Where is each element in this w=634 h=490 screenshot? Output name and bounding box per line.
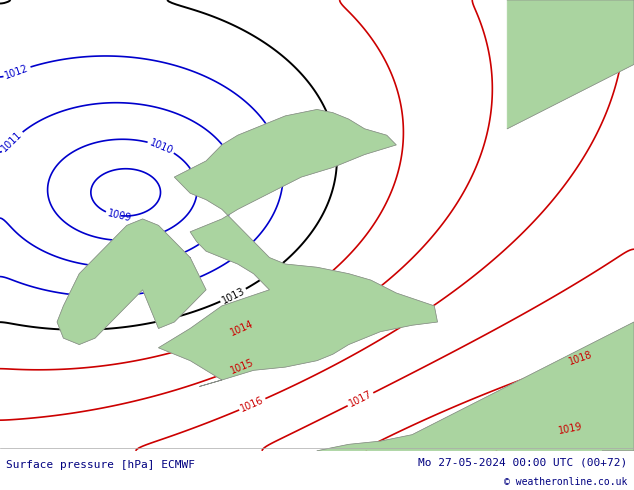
Text: Mo 27-05-2024 00:00 UTC (00+72): Mo 27-05-2024 00:00 UTC (00+72) <box>418 458 628 468</box>
Text: 1012: 1012 <box>4 63 30 80</box>
Text: © weatheronline.co.uk: © weatheronline.co.uk <box>504 477 628 487</box>
Text: 1009: 1009 <box>107 208 133 223</box>
Polygon shape <box>317 322 634 451</box>
Polygon shape <box>158 109 437 387</box>
Text: Surface pressure [hPa] ECMWF: Surface pressure [hPa] ECMWF <box>6 460 195 470</box>
Polygon shape <box>507 0 634 129</box>
Text: 1015: 1015 <box>228 357 255 376</box>
Text: 1019: 1019 <box>557 422 583 436</box>
Text: 1013: 1013 <box>220 286 247 305</box>
Text: 1016: 1016 <box>239 395 266 414</box>
Text: 1017: 1017 <box>347 389 373 409</box>
Text: 1018: 1018 <box>568 349 594 367</box>
Text: 1010: 1010 <box>148 137 174 156</box>
Text: 1014: 1014 <box>228 318 255 338</box>
Polygon shape <box>57 219 206 344</box>
Text: 1011: 1011 <box>0 130 25 154</box>
